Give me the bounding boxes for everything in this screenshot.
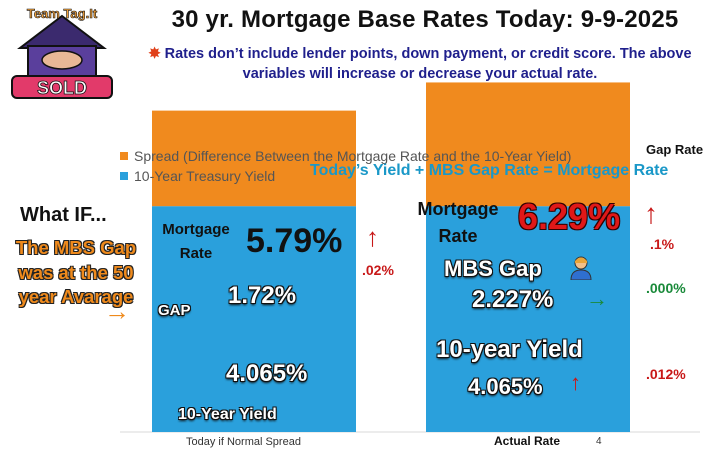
svg-text:Team Tag.It: Team Tag.It <box>27 6 98 21</box>
legend-swatch-spread <box>120 152 128 160</box>
rate-disclaimer-text: Rates don’t include lender points, down … <box>164 46 692 82</box>
mortgage-rate-normal: 5.79% <box>246 222 343 260</box>
bar-yield-actual <box>426 206 630 432</box>
yield-value-right: 4.065% <box>468 374 543 399</box>
arrow-up-icon: ↑ <box>366 222 379 252</box>
yield-change-right: .012% <box>646 366 686 382</box>
bar-caption-left: 10-Year Yield <box>178 406 277 423</box>
yield-label-right: 10-year Yield <box>436 336 583 363</box>
bar-spread-normal <box>152 110 356 207</box>
team-tag-it-sold-logo: SOLD Team Tag.It <box>11 6 113 99</box>
svg-text:SOLD: SOLD <box>37 78 87 98</box>
rate-formula: Today’s Yield + MBS Gap Rate = Mortgage … <box>310 162 669 179</box>
what-if-label: What IF... <box>20 204 107 226</box>
mortgage-rate-label-right: Mortgage Rate <box>417 199 499 246</box>
rate-change-right: .1% <box>650 236 675 252</box>
yield-value-left: 4.065% <box>226 360 308 387</box>
person-icon <box>570 256 592 280</box>
tick-mark: 4 <box>596 436 602 447</box>
legend-item-spread: Spread (Difference Between the Mortgage … <box>120 148 571 164</box>
bar-yield-normal <box>152 206 356 432</box>
gap-value-right: 2.227% <box>472 286 554 313</box>
bar-spread-actual <box>426 82 630 207</box>
mortgage-rate-label-left: Mortgage Rate <box>162 221 230 262</box>
mbs-gap-question: The MBS Gap was at the 50 year Avarage <box>15 237 137 307</box>
arrow-up-icon: ↑ <box>644 198 658 229</box>
x-tick-label-normal: Today if Normal Spread <box>186 436 301 448</box>
mortgage-rate-actual: 6.29% <box>518 196 621 237</box>
arrow-up-icon: ↑ <box>570 370 581 395</box>
gap-tag: GAP <box>158 302 191 319</box>
arrow-right-icon: → <box>104 296 130 326</box>
gap-rate-header: Gap Rate <box>646 142 704 157</box>
rate-disclaimer: ✸ Rates don’t include lender points, down… <box>140 44 700 84</box>
legend-item-yield: 10-Year Treasury Yield <box>120 168 275 184</box>
legend-swatch-yield <box>120 172 128 180</box>
gap-value-left: 1.72% <box>228 282 297 309</box>
rate-change-left: .02% <box>362 262 394 278</box>
page-title: 30 yr. Mortgage Base Rates Today: 9-9-20… <box>171 6 679 33</box>
burst-icon: ✸ <box>148 46 161 62</box>
arrow-right-icon: → <box>586 286 608 311</box>
legend-label-spread: Spread (Difference Between the Mortgage … <box>134 148 572 164</box>
gap-change-right: .000% <box>646 280 686 296</box>
mbs-gap-label: MBS Gap <box>444 256 542 281</box>
legend-label-yield: 10-Year Treasury Yield <box>134 168 276 184</box>
x-tick-label-actual: Actual Rate <box>494 434 561 448</box>
